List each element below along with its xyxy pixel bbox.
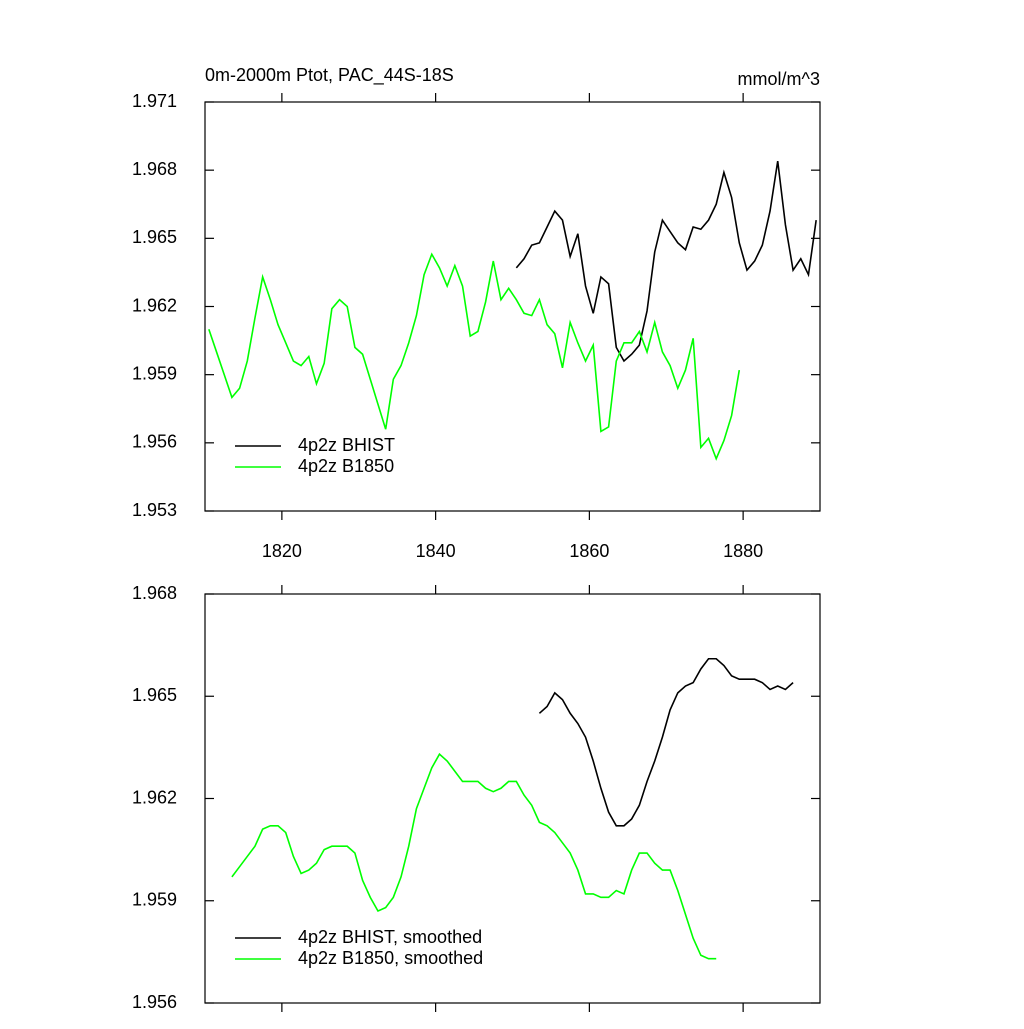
y-tick-label: 1.971	[132, 91, 177, 111]
data-line	[231, 752, 717, 960]
y-tick-label: 1.965	[132, 685, 177, 705]
x-tick-label: 1820	[262, 541, 302, 561]
y-tick-label: 1.953	[132, 500, 177, 520]
legend-label: 4p2z BHIST	[298, 435, 395, 455]
y-tick-label: 1.956	[132, 432, 177, 452]
x-tick-label: 1840	[416, 541, 456, 561]
y-tick-label: 1.956	[132, 992, 177, 1012]
data-line	[208, 252, 741, 461]
data-line	[515, 160, 817, 363]
legend-label: 4p2z BHIST, smoothed	[298, 927, 482, 947]
chart-title: 0m-2000m Ptot, PAC_44S-18S	[205, 65, 454, 86]
y-tick-label: 1.968	[132, 159, 177, 179]
y-tick-label: 1.962	[132, 787, 177, 807]
x-tick-label: 1880	[723, 541, 763, 561]
y-tick-label: 1.965	[132, 227, 177, 247]
y-tick-label: 1.959	[132, 363, 177, 383]
legend-label: 4p2z B1850	[298, 456, 394, 476]
y-tick-label: 1.959	[132, 890, 177, 910]
x-tick-label: 1860	[569, 541, 609, 561]
units-label: mmol/m^3	[738, 69, 820, 89]
y-tick-label: 1.968	[132, 583, 177, 603]
legend-label: 4p2z B1850, smoothed	[298, 948, 483, 968]
y-tick-label: 1.962	[132, 295, 177, 315]
data-line	[538, 657, 794, 827]
